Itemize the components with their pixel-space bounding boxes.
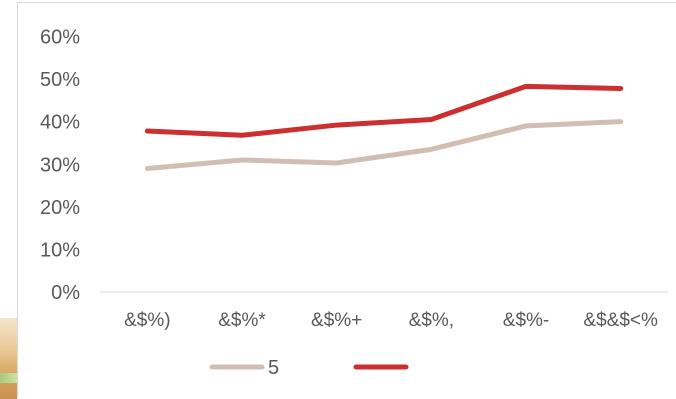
series-line-2 <box>144 83 624 138</box>
x-tick-label: &$%- <box>503 310 549 331</box>
x-tick-label: &$%+ <box>311 310 362 331</box>
x-tick-label: &$%, <box>409 310 454 331</box>
x-tick-label: &$&$<% <box>583 310 658 331</box>
y-tick-label: 60% <box>40 27 80 49</box>
background-image-stripe <box>0 373 17 383</box>
chart-frame <box>17 2 676 398</box>
y-tick-label: 20% <box>40 197 80 219</box>
background-image-fragment <box>0 318 17 399</box>
legend-label-1: 5 <box>268 357 279 379</box>
y-tick-label: 0% <box>51 282 80 304</box>
x-tick-label: &$%* <box>218 310 266 331</box>
y-tick-label: 50% <box>40 69 80 91</box>
y-tick-label: 10% <box>40 239 80 261</box>
x-tick-label: &$%) <box>124 310 170 331</box>
y-tick-label: 40% <box>40 112 80 134</box>
y-tick-label: 30% <box>40 154 80 176</box>
series-line-1 <box>144 119 624 172</box>
